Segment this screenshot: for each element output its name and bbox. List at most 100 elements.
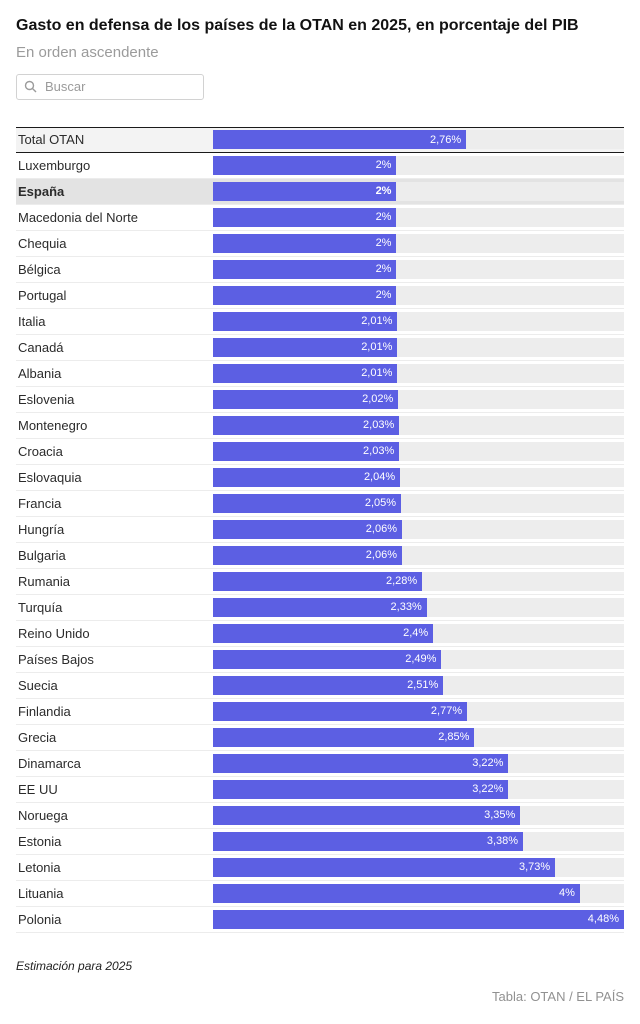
row-label: Reino Unido <box>18 625 90 641</box>
row-label: Croacia <box>18 443 63 459</box>
bar-value: 2,01% <box>361 341 393 354</box>
row-label: Eslovaquia <box>18 469 82 485</box>
row-label: Luxemburgo <box>18 157 91 173</box>
bar: 2% <box>213 181 397 201</box>
bar: 2,02% <box>213 389 399 409</box>
bar-value: 2,01% <box>361 315 393 328</box>
bar: 2% <box>213 155 397 175</box>
bar: 2,85% <box>213 727 475 747</box>
table-row: Lituania 4% <box>16 881 624 907</box>
bar: 2,06% <box>213 519 402 539</box>
bar-value: 2,05% <box>364 497 397 510</box>
bar-value: 2% <box>375 185 392 198</box>
bar-value: 2,77% <box>430 705 463 718</box>
search-icon <box>24 81 37 93</box>
bar-value: 2,01% <box>361 367 393 380</box>
row-label: Suecia <box>18 677 58 693</box>
search-input[interactable] <box>43 78 196 96</box>
row-label: Países Bajos <box>18 651 94 667</box>
bar-value: 2,03% <box>363 419 395 432</box>
row-label: Dinamarca <box>18 755 81 771</box>
bar: 3,22% <box>213 753 509 773</box>
bar-value: 2,33% <box>390 601 422 614</box>
row-label: Bulgaria <box>18 547 66 563</box>
bar-value: 2,76% <box>430 133 462 146</box>
bar-track: 2,01% <box>213 337 624 357</box>
bar: 2,01% <box>213 337 398 357</box>
table-row: Albania 2,01% <box>16 361 624 387</box>
table-row: Hungría 2,06% <box>16 517 624 543</box>
table-row: Francia 2,05% <box>16 491 624 517</box>
row-label: Turquía <box>18 599 63 615</box>
bar: 2,76% <box>213 130 467 150</box>
bar-value: 3,22% <box>472 757 504 770</box>
bar-track: 2% <box>213 155 624 175</box>
table-row: Eslovaquia 2,04% <box>16 465 624 491</box>
row-label: Italia <box>18 313 46 329</box>
bar-value: 2,51% <box>407 679 439 692</box>
bar-track: 3,38% <box>213 831 624 851</box>
bar: 2% <box>213 259 397 279</box>
chart-subtitle: En orden ascendente <box>16 43 159 61</box>
bar-table: Total OTAN 2,76% Luxemburgo 2% España 2%… <box>16 126 624 933</box>
bar-track: 2,76% <box>213 130 624 150</box>
bar: 2,28% <box>213 571 423 591</box>
row-label: Lituania <box>18 885 64 901</box>
bar: 3,22% <box>213 779 509 799</box>
table-row: Luxemburgo 2% <box>16 153 624 179</box>
bar-track: 4% <box>213 883 624 903</box>
bar-track: 2,04% <box>213 467 624 487</box>
attribution: Tabla: OTAN / EL PAÍS <box>492 988 624 1004</box>
bar: 2,4% <box>213 623 434 643</box>
bar-value: 2% <box>375 211 392 224</box>
bar-track: 2,77% <box>213 701 624 721</box>
bar-track: 3,73% <box>213 857 624 877</box>
chart-title: Gasto en defensa de los países de la OTA… <box>16 17 579 34</box>
bar-value: 2,49% <box>405 653 437 666</box>
bar-track: 2,85% <box>213 727 624 747</box>
row-label: Grecia <box>18 729 57 745</box>
bar-track: 3,35% <box>213 805 624 825</box>
row-label: Albania <box>18 365 62 381</box>
bar: 2% <box>213 233 397 253</box>
bar-track: 2,4% <box>213 623 624 643</box>
table-row: Bélgica 2% <box>16 257 624 283</box>
bar-value: 2,02% <box>362 393 394 406</box>
row-label: Finlandia <box>18 703 71 719</box>
bar: 2,05% <box>213 493 402 513</box>
table-row: Portugal 2% <box>16 283 624 309</box>
row-label: Montenegro <box>18 417 88 433</box>
table-row: Suecia 2,51% <box>16 673 624 699</box>
row-label: Francia <box>18 495 62 511</box>
bar-track: 2,51% <box>213 675 624 695</box>
bar: 2,04% <box>213 467 401 487</box>
bar: 3,38% <box>213 831 524 851</box>
bar-track: 2% <box>213 181 624 201</box>
bar-track: 2,49% <box>213 649 624 669</box>
bar-value: 2% <box>375 289 392 302</box>
table-row: Turquía 2,33% <box>16 595 624 621</box>
table-row: Chequia 2% <box>16 231 624 257</box>
bar: 3,73% <box>213 857 556 877</box>
table-row: Rumania 2,28% <box>16 569 624 595</box>
bar-track: 3,22% <box>213 779 624 799</box>
table-row: EE UU 3,22% <box>16 777 624 803</box>
bar: 2,77% <box>213 701 468 721</box>
bar: 3,35% <box>213 805 521 825</box>
row-label: Bélgica <box>18 261 61 277</box>
bar-value: 2% <box>375 263 392 276</box>
bar-track: 2,01% <box>213 311 624 331</box>
table-row: Países Bajos 2,49% <box>16 647 624 673</box>
bar-track: 2,03% <box>213 415 624 435</box>
bar: 2,01% <box>213 311 398 331</box>
bar-track: 2% <box>213 285 624 305</box>
row-label: Total OTAN <box>18 132 85 148</box>
bar-value: 3,73% <box>518 861 551 874</box>
row-label: Hungría <box>18 521 65 537</box>
bar-value: 3,35% <box>484 809 516 822</box>
row-label: Estonia <box>18 833 62 849</box>
table-row: Finlandia 2,77% <box>16 699 624 725</box>
search-box[interactable] <box>16 73 204 100</box>
table-row: Reino Unido 2,4% <box>16 621 624 647</box>
